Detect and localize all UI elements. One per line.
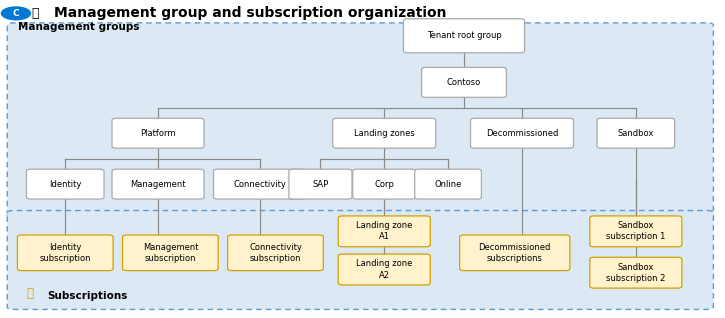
FancyBboxPatch shape: [112, 169, 204, 199]
FancyBboxPatch shape: [7, 23, 713, 222]
Text: Identity
subscription: Identity subscription: [39, 243, 91, 263]
FancyBboxPatch shape: [590, 216, 682, 247]
FancyBboxPatch shape: [213, 169, 305, 199]
Text: Sandbox: Sandbox: [618, 129, 654, 138]
Text: Management group and subscription organization: Management group and subscription organi…: [54, 6, 447, 20]
FancyBboxPatch shape: [228, 235, 323, 271]
FancyBboxPatch shape: [460, 235, 570, 271]
Text: Subscriptions: Subscriptions: [47, 291, 128, 301]
FancyBboxPatch shape: [27, 169, 104, 199]
Text: Sandbox
subscription 2: Sandbox subscription 2: [606, 263, 666, 283]
Text: Management groups: Management groups: [18, 22, 140, 32]
Text: Landing zone
A1: Landing zone A1: [356, 221, 413, 241]
FancyBboxPatch shape: [590, 257, 682, 288]
FancyBboxPatch shape: [123, 235, 218, 271]
FancyBboxPatch shape: [338, 216, 431, 247]
FancyBboxPatch shape: [403, 19, 524, 53]
FancyBboxPatch shape: [7, 211, 713, 309]
Text: Management
subscription: Management subscription: [143, 243, 198, 263]
Text: Decommissioned
subscriptions: Decommissioned subscriptions: [478, 243, 551, 263]
Text: Contoso: Contoso: [447, 78, 481, 87]
FancyBboxPatch shape: [17, 235, 113, 271]
Text: Online: Online: [434, 180, 462, 189]
FancyBboxPatch shape: [112, 118, 204, 148]
FancyBboxPatch shape: [289, 169, 352, 199]
Text: SAP: SAP: [312, 180, 328, 189]
Text: Corp: Corp: [374, 180, 394, 189]
FancyBboxPatch shape: [422, 67, 506, 97]
Text: Connectivity: Connectivity: [233, 180, 286, 189]
Text: Management: Management: [130, 180, 186, 189]
Text: Identity: Identity: [49, 180, 81, 189]
Text: C: C: [12, 9, 20, 18]
Text: Decommissioned: Decommissioned: [486, 129, 558, 138]
Text: 👥: 👥: [31, 7, 38, 20]
Text: 🔑: 🔑: [27, 287, 34, 300]
FancyBboxPatch shape: [338, 254, 431, 285]
Text: Landing zones: Landing zones: [354, 129, 415, 138]
Text: Sandbox
subscription 1: Sandbox subscription 1: [606, 221, 666, 241]
FancyBboxPatch shape: [333, 118, 436, 148]
Text: Landing zone
A2: Landing zone A2: [356, 259, 413, 280]
FancyBboxPatch shape: [471, 118, 573, 148]
Circle shape: [1, 7, 30, 20]
FancyBboxPatch shape: [352, 169, 416, 199]
FancyBboxPatch shape: [597, 118, 674, 148]
Text: Platform: Platform: [141, 129, 175, 138]
FancyBboxPatch shape: [415, 169, 481, 199]
Text: Tenant root group: Tenant root group: [426, 31, 502, 40]
Text: Connectivity
subscription: Connectivity subscription: [249, 243, 302, 263]
